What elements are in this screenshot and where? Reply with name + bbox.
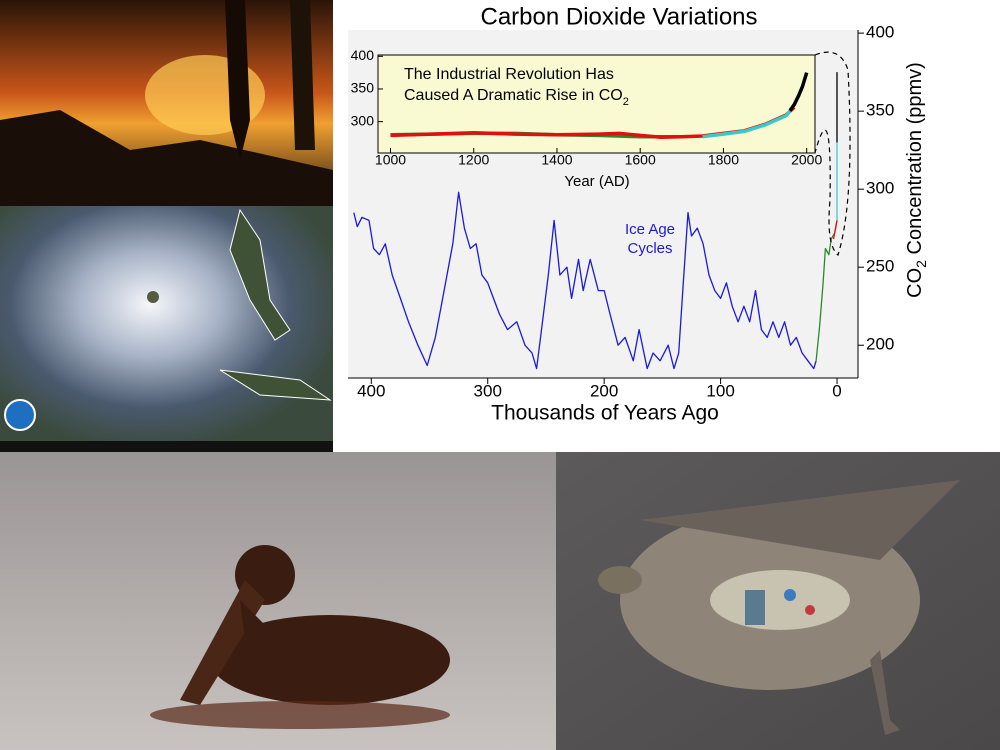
- x-tick-label: 1000: [375, 152, 406, 168]
- x-tick-label: 2000: [791, 152, 822, 168]
- x-tick-label: 0: [832, 381, 841, 400]
- y-tick-label: 350: [351, 80, 375, 96]
- inset-title-part: Caused A Dramatic Rise in CO: [404, 87, 623, 104]
- wildfire-photo: [0, 0, 333, 206]
- annotation: Ice Age: [625, 221, 675, 238]
- data-line: [702, 110, 792, 139]
- x-axis-label: Thousands of Years Ago: [491, 402, 719, 425]
- x-tick-label: 100: [706, 381, 734, 400]
- y-tick-label: 200: [866, 335, 894, 354]
- x-tick-label: 200: [590, 381, 618, 400]
- inset-title-subscript: 2: [623, 96, 629, 108]
- y-label-subscript: 2: [913, 260, 929, 268]
- inset-chart: The Industrial Revolution Has Caused A D…: [351, 47, 851, 257]
- data-line: [353, 191, 817, 370]
- annotation: Cycles: [627, 240, 672, 257]
- chart-title: Carbon Dioxide Variations: [480, 3, 757, 30]
- x-tick-label: 1400: [541, 152, 572, 168]
- hurricane-photo: [0, 206, 333, 452]
- albatross-photo: [556, 452, 1000, 750]
- y-tick-label: 400: [866, 23, 894, 42]
- data-line: [788, 72, 809, 112]
- y-axis-label: CO2 Concentration (ppmv): [904, 62, 928, 298]
- oiled-pelican-photo: [0, 452, 556, 750]
- inset-title: The Industrial Revolution Has: [404, 66, 614, 83]
- inset-title: Caused A Dramatic Rise in CO2: [404, 87, 629, 108]
- y-label-part: CO: [904, 268, 926, 298]
- x-tick-label: 400: [357, 381, 385, 400]
- y-tick-label: 300: [866, 179, 894, 198]
- y-tick-label: 400: [351, 47, 375, 63]
- x-tick-label: 1600: [625, 152, 656, 168]
- data-line: [832, 220, 838, 240]
- x-tick-label: 1200: [458, 152, 489, 168]
- zoom-connector: [814, 51, 851, 257]
- x-tick-label: 1800: [708, 152, 739, 168]
- y-tick-label: 350: [866, 101, 894, 120]
- y-tick-label: 250: [866, 257, 894, 276]
- y-tick-label: 300: [351, 112, 375, 128]
- y-label-part: Concentration (ppmv): [904, 62, 926, 260]
- inset-x-axis-label: Year (AD): [564, 173, 629, 190]
- x-tick-label: 300: [474, 381, 502, 400]
